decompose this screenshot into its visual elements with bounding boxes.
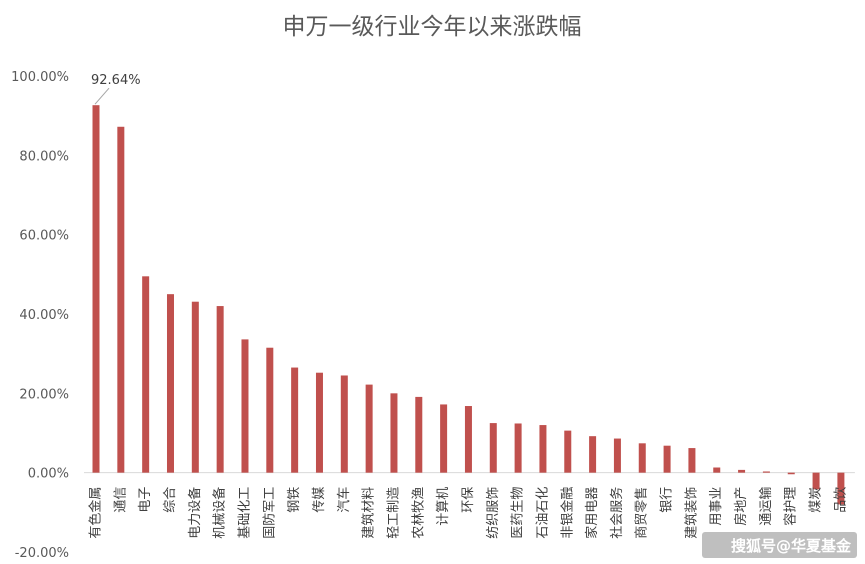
bar xyxy=(191,301,199,473)
bar xyxy=(589,436,597,473)
bar xyxy=(92,105,100,473)
bar xyxy=(216,306,224,473)
category-label: 有色金属 xyxy=(88,487,104,539)
category-label: 通信 xyxy=(113,487,128,513)
bar xyxy=(464,406,472,473)
category-label: 社会服务 xyxy=(609,487,625,539)
category-label: 通运输 xyxy=(758,487,774,526)
category-label: 国防军工 xyxy=(261,487,277,539)
category-label: 建筑装饰 xyxy=(683,487,699,539)
bar xyxy=(365,384,373,473)
bar xyxy=(514,423,522,473)
y-axis-ticks: -20.00% 0.00% 20.00% 40.00% 60.00% 80.00% 100.… xyxy=(11,70,69,561)
bar xyxy=(787,472,795,475)
watermark: 搜狐号@华夏基金 xyxy=(731,537,852,555)
category-label: 农林牧渔 xyxy=(411,487,426,539)
category-label: 煤炭 xyxy=(809,487,824,513)
bar xyxy=(688,448,696,473)
bar xyxy=(713,467,721,473)
category-label: 非银金融 xyxy=(559,487,575,539)
bar xyxy=(415,396,423,473)
category-labels: 有色金属 通信 电子 综合 电力设备 机械设备 基础化工 国防军工 钢铁 传媒 汽车 建筑材料 轻工制造… xyxy=(88,487,849,539)
bar xyxy=(390,393,398,473)
category-label: 建筑材料 xyxy=(361,487,377,539)
category-label: 传媒 xyxy=(312,487,327,513)
category-label: 纺织服饰 xyxy=(486,487,501,539)
category-label: 电力设备 xyxy=(187,487,203,539)
bar xyxy=(340,375,348,473)
bars-group xyxy=(92,105,845,505)
category-label: 计算机 xyxy=(436,487,451,526)
category-label: 容护理 xyxy=(783,487,799,526)
category-label: 石油石化 xyxy=(535,487,550,539)
y-tick-label: 40.00% xyxy=(19,308,69,323)
category-label: 医药生物 xyxy=(511,487,526,539)
bar xyxy=(613,438,621,473)
bar xyxy=(315,372,323,473)
bar xyxy=(266,347,274,473)
y-tick-label: 100.00% xyxy=(11,70,69,85)
bar xyxy=(638,443,646,473)
category-label: 综合 xyxy=(163,487,178,513)
bar xyxy=(117,126,125,473)
bar xyxy=(166,294,174,473)
bar xyxy=(489,423,497,473)
category-label: 汽车 xyxy=(336,487,352,513)
y-tick-label: 0.00% xyxy=(28,467,69,482)
y-tick-label: 80.00% xyxy=(19,149,69,164)
category-label: 银行 xyxy=(660,487,675,513)
bar xyxy=(291,367,299,473)
bar xyxy=(663,445,671,473)
category-label: 品饮 xyxy=(833,487,848,513)
category-label: 商贸零售 xyxy=(634,487,650,539)
bar xyxy=(440,404,448,473)
watermark-backdrop xyxy=(702,532,857,558)
category-label: 家用电器 xyxy=(584,487,600,539)
bar xyxy=(142,276,150,473)
bar xyxy=(762,471,770,473)
y-tick-label: 20.00% xyxy=(19,387,69,402)
chart-title: 申万一级行业今年以来涨跌幅 xyxy=(283,14,582,40)
data-labels: 92.64% xyxy=(91,73,141,105)
data-label: 92.64% xyxy=(91,73,141,88)
bar xyxy=(837,472,845,505)
bar xyxy=(241,339,249,473)
y-tick-label: -20.00% xyxy=(15,546,69,561)
category-label: 环保 xyxy=(461,487,476,513)
bar xyxy=(564,430,572,473)
category-label: 机械设备 xyxy=(212,487,228,539)
data-label-leader xyxy=(94,87,110,105)
category-label: 钢铁 xyxy=(287,487,302,513)
category-label: 用事业 xyxy=(709,487,724,526)
category-label: 基础化工 xyxy=(237,487,252,539)
bar xyxy=(738,469,746,473)
category-label: 电子 xyxy=(138,487,153,513)
category-label: 房地产 xyxy=(733,487,749,526)
y-tick-label: 60.00% xyxy=(19,229,69,244)
bar xyxy=(812,472,820,490)
bar xyxy=(539,425,547,473)
category-label: 轻工制造 xyxy=(386,487,401,539)
